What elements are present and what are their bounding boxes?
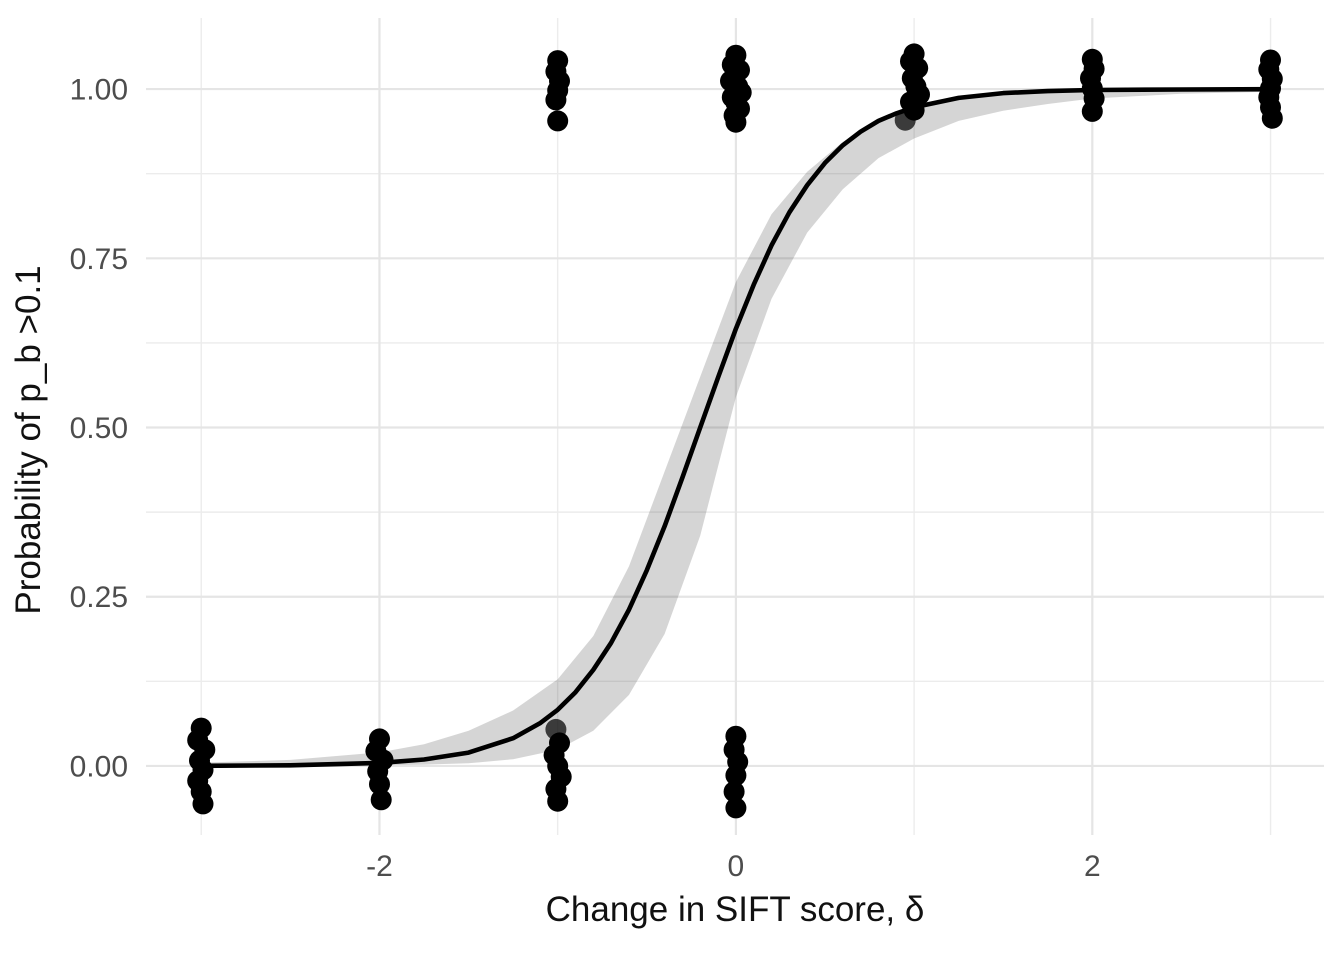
y-axis-title: Probability of p_b >0.1 [9,265,48,614]
y-tick-label: 0.25 [70,581,128,614]
data-point [725,111,747,133]
data-point [192,793,214,815]
y-tick-label: 0.00 [70,751,128,784]
data-point [369,773,390,795]
data-point [545,89,567,111]
data-point [547,790,569,812]
data-point [725,764,747,786]
x-tick-label: 2 [1084,850,1101,883]
data-point [894,109,916,131]
y-tick-label: 0.50 [70,412,128,445]
logistic-fit-line [198,86,1273,769]
data-points [187,43,1283,819]
y-tick-label: 1.00 [70,74,128,107]
data-point [1261,107,1283,129]
data-point [547,110,569,132]
y-tick-label: 0.75 [70,243,128,276]
x-tick-label: -2 [366,850,393,883]
data-point [1081,100,1103,122]
y-axis-tick-labels: 1.00 0.75 0.50 0.25 0.00 [70,74,128,784]
data-point [725,797,747,819]
data-point [370,789,392,811]
x-tick-label: 0 [728,850,745,883]
data-point [723,781,745,803]
x-axis-title: Change in SIFT score, δ [546,890,925,929]
x-axis-tick-labels: -2 0 2 [366,850,1100,883]
